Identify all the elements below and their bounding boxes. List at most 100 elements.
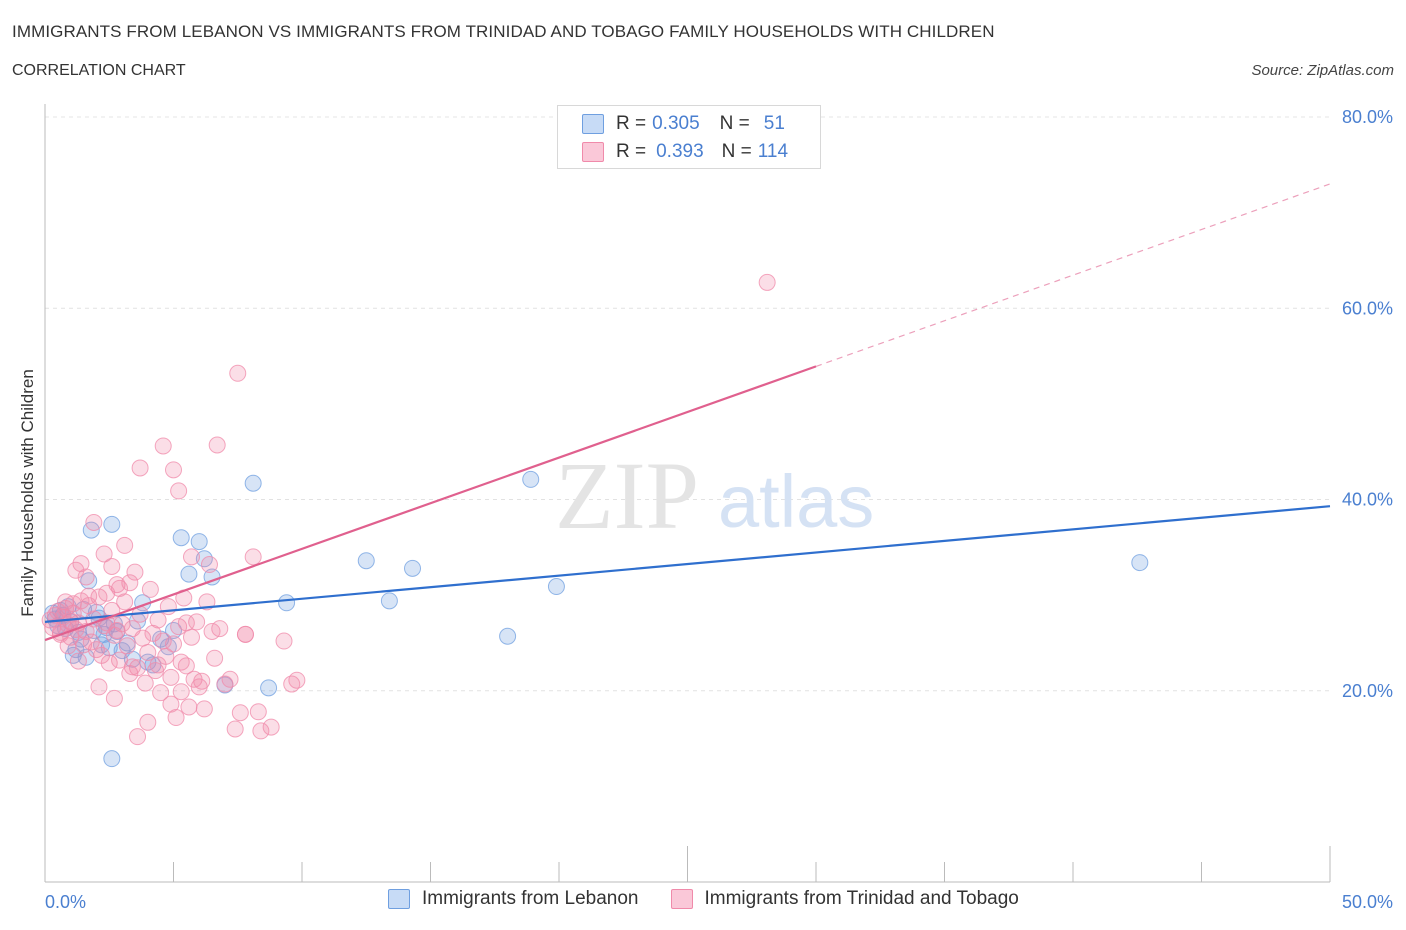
point-trinidad (180, 698, 198, 716)
point-trinidad (252, 722, 270, 740)
point-trinidad (95, 545, 113, 563)
point-trinidad (262, 718, 280, 736)
point-trinidad (195, 700, 213, 718)
point-trinidad (85, 513, 103, 531)
point-lebanon (180, 565, 198, 583)
point-trinidad (203, 622, 221, 640)
point-trinidad (162, 695, 180, 713)
legend-swatch-trinidad (670, 889, 693, 909)
point-lebanon (244, 474, 262, 492)
point-trinidad (80, 587, 98, 605)
point-lebanon (260, 679, 278, 697)
point-lebanon (103, 515, 121, 533)
point-trinidad (129, 659, 147, 677)
legend-swatch-trinidad (582, 142, 604, 162)
point-trinidad (198, 593, 216, 611)
point-trinidad (249, 703, 267, 721)
point-trinidad (758, 273, 776, 291)
data-points (41, 273, 1149, 768)
point-trinidad (154, 437, 172, 455)
point-lebanon (278, 594, 296, 612)
point-trinidad (177, 657, 195, 675)
point-trinidad (59, 637, 77, 655)
point-lebanon (522, 470, 540, 488)
point-lebanon (404, 559, 422, 577)
legend-n-label: N = (721, 141, 752, 162)
legend-label-trinidad: Immigrants from Trinidad and Tobago (704, 888, 1019, 909)
point-trinidad (226, 720, 244, 738)
point-trinidad (121, 574, 139, 592)
point-lebanon (103, 750, 121, 768)
point-trinidad (165, 461, 182, 479)
trend-line-lebanon (44, 505, 1331, 623)
legend-row-trinidad: R = 0.393 N = 114 (582, 141, 788, 163)
point-trinidad (57, 593, 75, 611)
legend-n-label: N = (719, 113, 750, 134)
point-trinidad (200, 556, 218, 574)
watermark-zip: ZIP (555, 442, 699, 549)
point-lebanon (499, 627, 517, 645)
legend-row-lebanon: R = 0.305 N = 51 (582, 113, 785, 135)
y-axis-label: Family Households with Children (18, 369, 37, 617)
point-trinidad (167, 709, 185, 727)
point-trinidad (229, 364, 247, 382)
chart-title: IMMIGRANTS FROM LEBANON VS IMMIGRANTS FR… (12, 22, 995, 41)
point-trinidad (126, 563, 144, 581)
point-trinidad (275, 632, 293, 650)
x-tick-label: 0.0% (45, 892, 86, 912)
source-label: Source: ZipAtlas.com (1251, 62, 1394, 79)
point-lebanon (380, 592, 398, 610)
point-trinidad (170, 618, 188, 636)
point-trinidad (221, 670, 239, 688)
point-trinidad (288, 671, 306, 689)
point-trinidad (149, 611, 167, 629)
point-lebanon (547, 578, 565, 596)
y-tick-label: 80.0% (1342, 107, 1393, 127)
point-trinidad (72, 555, 90, 573)
point-trinidad (236, 625, 254, 643)
point-trinidad (170, 482, 188, 500)
trend-lines (44, 183, 1331, 642)
point-trinidad (129, 728, 147, 746)
point-trinidad (162, 668, 180, 686)
point-trinidad (100, 654, 118, 672)
point-trinidad (105, 689, 123, 707)
series-legend: Immigrants from Lebanon Immigrants from … (388, 888, 1019, 910)
point-lebanon (190, 533, 208, 551)
point-trinidad (103, 557, 121, 575)
point-trinidad (193, 672, 211, 690)
point-trinidad (111, 579, 129, 597)
point-lebanon (172, 529, 190, 547)
point-trinidad (108, 622, 126, 640)
point-trinidad (206, 649, 224, 667)
trend-line-trinidad-extension (815, 183, 1331, 367)
point-trinidad (216, 675, 234, 693)
axes (44, 104, 1331, 883)
point-trinidad (123, 658, 141, 676)
y-tick-label: 20.0% (1342, 681, 1393, 701)
point-lebanon (357, 552, 375, 570)
point-trinidad (69, 652, 87, 670)
chart-subtitle: CORRELATION CHART (12, 62, 186, 79)
tick-labels: 20.0% 40.0% 60.0% 80.0% 0.0% 50.0% (45, 107, 1393, 912)
y-tick-label: 60.0% (1342, 298, 1393, 318)
point-trinidad (131, 459, 149, 477)
point-trinidad (77, 568, 95, 586)
point-trinidad (182, 548, 200, 566)
trend-line-trinidad (44, 365, 817, 642)
point-trinidad (208, 436, 226, 454)
y-tick-label: 40.0% (1342, 490, 1393, 510)
point-trinidad (116, 536, 134, 554)
legend-label-lebanon: Immigrants from Lebanon (422, 888, 639, 909)
point-lebanon (1131, 554, 1149, 572)
point-trinidad (116, 593, 134, 611)
legend-swatch-lebanon (388, 889, 410, 909)
legend-n-value: 114 (757, 141, 789, 162)
legend-r-label: R = (616, 113, 647, 134)
point-trinidad (139, 713, 157, 731)
point-trinidad (90, 678, 108, 696)
point-trinidad (136, 674, 154, 692)
point-trinidad (182, 628, 200, 646)
point-trinidad (139, 644, 157, 661)
